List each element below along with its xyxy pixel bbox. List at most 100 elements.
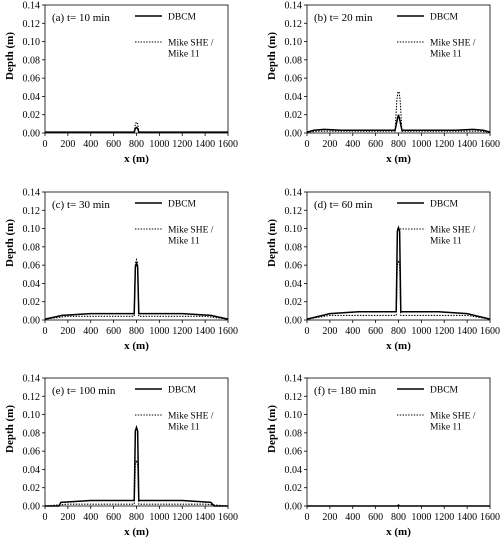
y-tick-label: 0.06 — [23, 74, 41, 85]
plot-frame — [306, 377, 491, 507]
series-line-mike — [44, 257, 229, 320]
y-tick-label: 0.02 — [23, 110, 41, 121]
chart-panel-a: 0.00 0.02 0.04 0.06 0.08 0.10 0.12 0.14 0 200 400 6… — [4, 1, 238, 166]
x-axis-title: x (m) — [124, 153, 149, 165]
x-tick-label: 600 — [106, 139, 121, 150]
x-tick-label: 800 — [129, 326, 144, 337]
series-line-dbcm — [45, 424, 228, 507]
x-tick-label: 800 — [129, 512, 144, 523]
x-tick-label: 1400 — [195, 139, 215, 150]
y-tick-label: 0.14 — [23, 374, 41, 385]
x-tick-label: 200 — [60, 139, 75, 150]
legend-label-dbcm: DBCM — [168, 13, 197, 23]
x-tick-label: 200 — [60, 326, 75, 337]
x-tick-label: 1600 — [218, 326, 238, 337]
x-tick-label: 0 — [305, 326, 310, 337]
x-tick-label: 1400 — [457, 139, 477, 150]
x-tick-label: 400 — [83, 139, 98, 150]
y-tick-label: 0.14 — [23, 1, 41, 12]
plot-frame — [44, 191, 229, 321]
panel-title: (b) t= 20 min — [314, 12, 373, 24]
chart-panel-d: 0.00 0.02 0.04 0.06 0.08 0.10 0.12 0.14 0 200 400 6… — [266, 188, 500, 353]
y-tick-label: 0.06 — [23, 261, 41, 272]
y-tick-label: 0.04 — [23, 465, 41, 476]
y-tick-label: 0.08 — [285, 55, 303, 66]
x-tick-label: 1600 — [480, 139, 500, 150]
y-tick-label: 0.04 — [285, 279, 303, 290]
y-tick-label: 0.02 — [23, 483, 41, 494]
y-tick-label: 0.12 — [23, 392, 41, 403]
x-tick-label: 400 — [345, 139, 360, 150]
panel-title: (a) t= 10 min — [52, 12, 110, 24]
x-tick-label: 800 — [129, 139, 144, 150]
x-tick-label: 600 — [368, 326, 383, 337]
plot-frame — [306, 191, 491, 321]
chart-panel-e: 0.00 0.02 0.04 0.06 0.08 0.10 0.12 0.14 0 200 400 6… — [4, 374, 238, 539]
x-tick-label: 1600 — [218, 512, 238, 523]
x-tick-label: 600 — [368, 512, 383, 523]
series-line-mike — [306, 91, 491, 133]
legend-label-mike-2: Mike 11 — [168, 423, 200, 433]
x-tick-label: 1200 — [434, 326, 454, 337]
x-tick-label: 1000 — [411, 512, 431, 523]
legend-label-mike: Mike SHE / — [430, 39, 476, 49]
y-axis-title: Depth (m) — [4, 32, 16, 80]
y-tick-label: 0.14 — [285, 374, 303, 385]
legend-label-dbcm: DBCM — [168, 200, 197, 210]
y-tick-label: 0.02 — [285, 483, 303, 494]
y-tick-label: 0.02 — [23, 297, 41, 308]
y-tick-label: 0.06 — [285, 74, 303, 85]
legend-label-mike-2: Mike 11 — [430, 423, 462, 433]
y-tick-label: 0.14 — [285, 188, 303, 199]
y-tick-label: 0.06 — [23, 447, 41, 458]
y-axis-title: Depth (m) — [4, 219, 16, 267]
plot-frame — [306, 4, 491, 134]
series-line-dbcm — [306, 114, 491, 133]
x-tick-label: 0 — [43, 326, 48, 337]
y-tick-label: 0.04 — [23, 92, 41, 103]
x-tick-label: 800 — [391, 139, 406, 150]
y-tick-label: 0.06 — [285, 261, 303, 272]
x-tick-label: 400 — [83, 512, 98, 523]
legend-label-mike: Mike SHE / — [430, 226, 476, 236]
x-tick-label: 600 — [106, 512, 121, 523]
legend-label-mike-2: Mike 11 — [168, 237, 200, 247]
y-axis-title: Depth (m) — [266, 219, 278, 267]
x-tick-label: 1400 — [195, 326, 215, 337]
x-tick-label: 800 — [391, 512, 406, 523]
series-line-mike — [44, 460, 229, 507]
panel-title: (f) t= 180 min — [314, 385, 377, 397]
y-tick-label: 0.10 — [285, 224, 303, 235]
y-tick-label: 0.00 — [285, 316, 303, 327]
x-tick-label: 0 — [43, 512, 48, 523]
y-tick-label: 0.00 — [23, 502, 41, 513]
y-tick-label: 0.12 — [285, 392, 303, 403]
legend-label-mike-2: Mike 11 — [430, 50, 462, 60]
x-tick-label: 400 — [83, 326, 98, 337]
legend-label-mike: Mike SHE / — [168, 412, 214, 422]
y-tick-label: 0.02 — [285, 297, 303, 308]
legend-label-dbcm: DBCM — [430, 200, 459, 210]
x-tick-label: 1400 — [457, 326, 477, 337]
plot-frame — [44, 4, 229, 134]
y-tick-label: 0.00 — [285, 502, 303, 513]
chart-panel-b: 0.00 0.02 0.04 0.06 0.08 0.10 0.12 0.14 0 200 400 6… — [266, 1, 500, 166]
x-tick-label: 1600 — [480, 326, 500, 337]
y-tick-label: 0.10 — [23, 410, 41, 421]
y-tick-label: 0.04 — [285, 92, 303, 103]
y-tick-label: 0.12 — [285, 19, 303, 30]
x-tick-label: 1000 — [149, 139, 169, 150]
y-axis-title: Depth (m) — [266, 405, 278, 453]
y-tick-label: 0.10 — [285, 37, 303, 48]
legend-label-dbcm: DBCM — [168, 386, 197, 396]
y-tick-label: 0.12 — [285, 206, 303, 217]
x-tick-label: 600 — [368, 139, 383, 150]
y-tick-label: 0.00 — [23, 316, 41, 327]
x-tick-label: 400 — [345, 512, 360, 523]
x-axis-title: x (m) — [124, 526, 149, 538]
y-tick-label: 0.02 — [285, 110, 303, 121]
y-tick-label: 0.12 — [23, 19, 41, 30]
panel-title: (e) t= 100 min — [52, 385, 116, 397]
legend-label-mike: Mike SHE / — [168, 226, 214, 236]
